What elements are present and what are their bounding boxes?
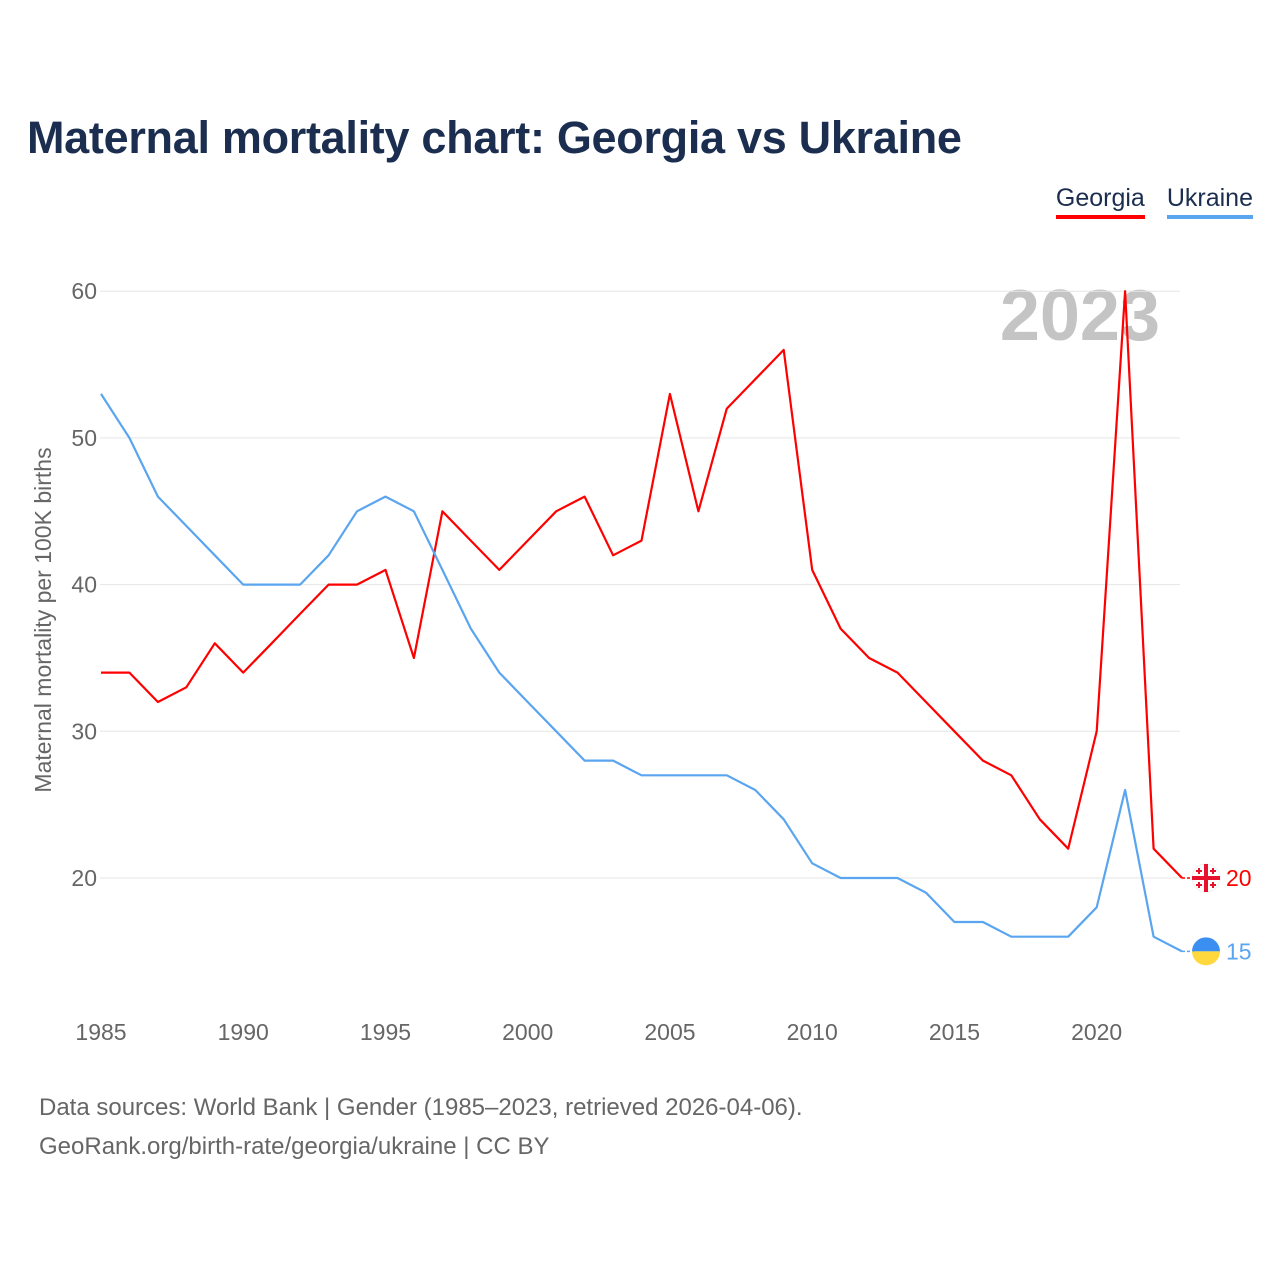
x-tick-label: 2005 <box>644 1019 695 1045</box>
source-text: Data sources: World Bank | Gender (1985–… <box>39 1094 803 1121</box>
y-tick-label: 50 <box>71 425 97 451</box>
georgia-flag-cross <box>1204 864 1208 892</box>
footer: Data sources: World Bank | Gender (1985–… <box>39 1088 803 1166</box>
y-tick-label: 20 <box>71 865 97 891</box>
x-tick-label: 2000 <box>502 1019 553 1045</box>
x-tick-label: 2010 <box>787 1019 838 1045</box>
georgia-flag-small-cross <box>1212 882 1214 888</box>
end-value-label-ukraine: 15 <box>1226 938 1252 964</box>
x-tick-label: 1985 <box>75 1019 126 1045</box>
y-tick-label: 60 <box>71 278 97 304</box>
x-tick-label: 1995 <box>360 1019 411 1045</box>
x-tick-label: 1990 <box>218 1019 269 1045</box>
legend-georgia[interactable]: Georgia <box>1055 184 1145 219</box>
y-tick-label: 40 <box>71 572 97 598</box>
georgia-flag-small-cross <box>1198 882 1200 888</box>
chart-title: Maternal mortality chart: Georgia vs Ukr… <box>27 112 962 163</box>
y-tick-label: 30 <box>71 718 97 744</box>
series-line-ukraine <box>100 393 1183 953</box>
legend: Georgia Ukraine <box>1055 184 1253 219</box>
series-line-georgia <box>101 290 1183 879</box>
y-axis-label: Maternal mortality per 100K births <box>30 447 56 792</box>
end-value-label-georgia: 20 <box>1226 865 1252 891</box>
year-watermark: 2023 <box>1000 276 1160 356</box>
x-tick-label: 2015 <box>929 1019 980 1045</box>
georgia-flag-small-cross <box>1212 868 1214 874</box>
x-tick-label: 2020 <box>1071 1019 1122 1045</box>
ukraine-flag-icon-bottom <box>1192 951 1220 966</box>
georgia-flag-small-cross <box>1198 868 1200 874</box>
source-link[interactable]: GeoRank.org/birth-rate/georgia/ukraine |… <box>39 1133 550 1160</box>
ukraine-flag-icon <box>1192 937 1220 952</box>
legend-ukraine[interactable]: Ukraine <box>1166 184 1253 219</box>
